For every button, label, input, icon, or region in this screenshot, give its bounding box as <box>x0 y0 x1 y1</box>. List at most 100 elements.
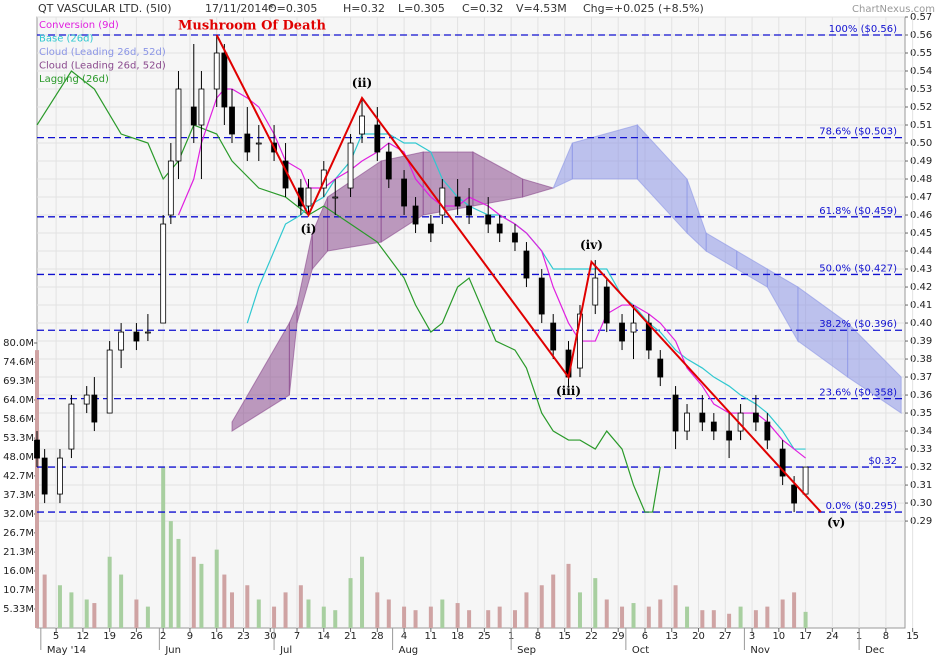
candle-body <box>630 322 637 333</box>
volume-bar <box>631 603 636 628</box>
x-tick-label: 9 <box>187 631 193 642</box>
candle-body <box>167 160 174 216</box>
candle-body <box>68 403 75 450</box>
volume-bar <box>360 556 365 628</box>
candle-body <box>347 142 354 189</box>
volume-bar <box>673 585 678 628</box>
volume-bar <box>593 578 598 628</box>
y-tick-label: 0.46 <box>910 210 932 221</box>
candle-body <box>699 412 706 423</box>
candle-body <box>710 421 717 432</box>
x-tick-label: 14 <box>317 631 330 642</box>
candle-body <box>454 196 461 207</box>
candle-body <box>439 187 446 216</box>
y2-tick-label: 64.0M <box>3 395 34 406</box>
candle-body <box>726 430 733 441</box>
x-tick-label: 16 <box>210 631 223 642</box>
volume-bar <box>486 610 491 628</box>
volume-bar <box>199 563 204 628</box>
candle-body <box>752 412 759 423</box>
volume-bar <box>604 599 609 628</box>
x-tick-label: 19 <box>103 631 116 642</box>
volume-bar <box>298 585 303 628</box>
y-tick-label: 0.47 <box>910 192 932 203</box>
y-tick-label: 0.38 <box>910 354 932 365</box>
candle-body <box>244 133 251 153</box>
month-label: Jul <box>279 645 292 656</box>
volume-bar <box>245 585 250 628</box>
candle-body <box>657 358 664 378</box>
volume-bar <box>176 538 181 628</box>
volume-bar <box>685 606 690 628</box>
candle-body <box>41 457 48 495</box>
candle-body <box>764 421 771 441</box>
wave-label: (v) <box>827 515 845 529</box>
volume-bar <box>386 599 391 628</box>
x-tick-label: 29 <box>612 631 625 642</box>
wave-label: (ii) <box>352 76 372 90</box>
month-label: Aug <box>399 645 419 656</box>
candle-body <box>802 466 809 495</box>
x-tick-label: 25 <box>478 631 491 642</box>
candle-body <box>198 88 205 126</box>
y2-tick-label: 53.3M <box>3 433 34 444</box>
x-tick-label: 4 <box>401 631 407 642</box>
candle-body <box>175 88 182 162</box>
volume-bar <box>134 599 139 628</box>
volume-bar <box>42 574 47 628</box>
y-tick-label: 0.36 <box>910 390 932 401</box>
y-tick-label: 0.41 <box>910 300 932 311</box>
volume-bar <box>222 574 227 628</box>
annotation-title: Mushroom Of Death <box>178 19 326 34</box>
volume-bar <box>753 610 758 628</box>
x-tick-label: 24 <box>826 631 839 642</box>
volume-bar <box>727 613 732 628</box>
x-tick-label: 21 <box>344 631 357 642</box>
volume-bar <box>214 549 219 628</box>
month-label: May '14 <box>47 645 86 656</box>
volume-bar <box>57 585 62 628</box>
volume-bar <box>455 603 460 628</box>
y2-tick-label: 26.7M <box>3 528 34 539</box>
fib-label: $0.32 <box>868 456 897 467</box>
candle-body <box>118 331 125 351</box>
y-tick-label: 0.49 <box>910 156 932 167</box>
candle-body <box>305 187 312 207</box>
fib-label: 23.6% ($0.358) <box>819 388 897 399</box>
candle-body <box>221 52 228 108</box>
y2-tick-label: 80.0M <box>3 338 34 349</box>
x-tick-label: 5 <box>53 631 59 642</box>
y2-tick-label: 37.3M <box>3 490 34 501</box>
header-low: L=0.305 <box>398 2 445 15</box>
month-label: Sep <box>517 645 536 656</box>
header-close: C=0.32 <box>462 2 503 15</box>
candle-body <box>106 349 113 414</box>
volume-bar <box>467 610 472 628</box>
x-tick-label: 23 <box>237 631 250 642</box>
x-tick-label: 26 <box>130 631 143 642</box>
month-label: Nov <box>750 645 770 656</box>
header-change: Chg=+0.025 (+8.5%) <box>583 2 704 15</box>
y2-tick-label: 21.3M <box>3 547 34 558</box>
x-tick-label: 28 <box>371 631 384 642</box>
y2-tick-label: 58.6M <box>3 414 34 425</box>
y-tick-label: 0.34 <box>910 426 932 437</box>
legend-entry: Cloud (Leading 26d, 52d) <box>39 47 166 58</box>
volume-bar <box>69 592 74 628</box>
candle-body <box>332 196 339 199</box>
candle-body <box>427 223 434 234</box>
candle-body <box>91 394 98 423</box>
plot-area <box>36 16 906 629</box>
candle-body <box>320 169 327 189</box>
candle-body <box>401 178 407 207</box>
y2-tick-label: 74.6M <box>3 357 34 368</box>
x-tick-label: 8 <box>535 631 541 642</box>
lagging-line <box>36 70 661 513</box>
y-tick-label: 0.50 <box>910 138 932 149</box>
y-tick-label: 0.31 <box>910 480 932 491</box>
x-tick-label: 15 <box>906 631 919 642</box>
volume-bar <box>145 606 150 628</box>
fib-label: 0.0% ($0.295) <box>826 501 897 512</box>
x-tick-label: 10 <box>772 631 785 642</box>
